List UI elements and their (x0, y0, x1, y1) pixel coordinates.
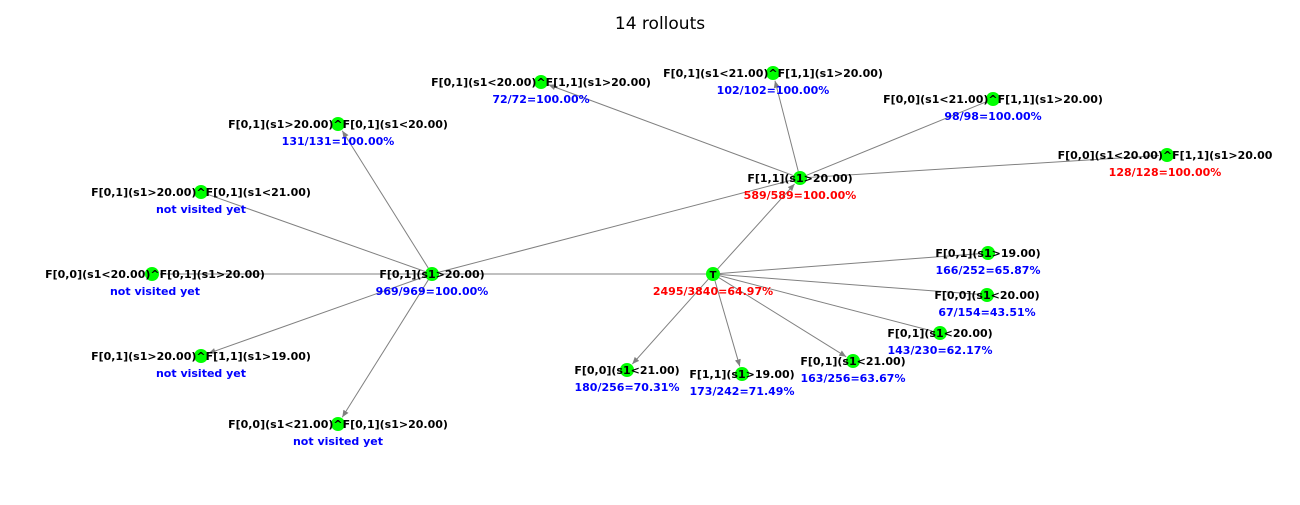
edge-n_f01_s1gt20-to-c_a (341, 130, 429, 269)
node-stat: not visited yet (156, 367, 246, 380)
node-label: F[0,0](s1<21.00)^F[1,1](s1>20.00) (883, 93, 1103, 106)
tree-node-n_f00_s1lt21: F[0,0](s1<21.00) 180/256=70.31% (574, 363, 680, 394)
tree-node-c_e: F[0,0](s1<21.00)^F[0,1](s1>20.00) not vis… (228, 417, 448, 448)
node-label: F[0,1](s1<20.00) (887, 327, 992, 340)
edge-n_f11_s1gt20-to-d_c (806, 101, 986, 176)
tree-node-c_b: F[0,1](s1>20.00)^F[0,1](s1<21.00) not vis… (91, 185, 311, 216)
edge-n_f11_s1gt20-to-d_b (773, 80, 799, 172)
node-label: F[0,0](s1<20.00)^F[1,1](s1>20.00 (1058, 149, 1273, 162)
node-label: F[0,0](s1<21.00) (574, 364, 679, 377)
tree-node-n_f01_s1lt21: F[0,1](s1<21.00) 163/256=63.67% (800, 354, 906, 385)
edge-n_f01_s1gt20-to-c_e (341, 279, 429, 418)
edge-n_f11_s1gt20-to-d_d (806, 155, 1160, 179)
node-stat: 166/252=65.87% (936, 264, 1041, 277)
node-marker (534, 75, 548, 89)
node-stat: not visited yet (156, 203, 246, 216)
node-label: F[0,1](s1<21.00) (800, 355, 905, 368)
node-stat: 969/969=100.00% (376, 285, 489, 298)
node-stat: 173/242=71.49% (690, 385, 795, 398)
node-label: F[0,1](s1>20.00) (379, 268, 484, 281)
edge-n_f01_s1gt20-to-c_b (208, 194, 426, 273)
node-stat: 143/230=62.17% (888, 344, 993, 357)
tree-node-d_a: F[0,1](s1<20.00)^F[1,1](s1>20.00) 72/72=1… (431, 75, 651, 106)
tree-node-n_f11_s1gt20: F[1,1](s1>20.00) 589/589=100.00% (744, 171, 857, 202)
node-marker (706, 267, 720, 281)
node-marker (331, 417, 345, 431)
tree-node-d_b: F[0,1](s1<21.00)^F[1,1](s1>20.00) 102/102… (663, 66, 883, 97)
tree-node-root: T 2495/3840=64.97% (653, 267, 773, 298)
edge-root-to-n_f11_s1gt20 (717, 183, 795, 270)
node-label: F[0,0](s1<21.00)^F[0,1](s1>20.00) (228, 418, 448, 431)
edges-layer (160, 80, 1160, 418)
node-stat: 102/102=100.00% (717, 84, 830, 97)
node-marker (620, 363, 634, 377)
node-stat: 72/72=100.00% (492, 93, 589, 106)
tree-node-n_f01_s1gt19: F[0,1](s1>19.00) 166/252=65.87% (935, 246, 1041, 277)
tree-node-d_d: F[0,0](s1<20.00)^F[1,1](s1>20.00 128/128=… (1058, 148, 1273, 179)
edge-root-to-n_f11_s1gt19 (714, 280, 741, 367)
diagram-title: 14 rollouts (615, 14, 705, 34)
node-marker (735, 367, 749, 381)
node-glyph: T (710, 270, 717, 281)
node-marker (425, 267, 439, 281)
node-marker (766, 66, 780, 80)
node-marker (981, 246, 995, 260)
edge-n_f11_s1gt20-to-d_a (548, 84, 794, 177)
node-marker (145, 267, 159, 281)
edge-root-to-n_f01_s1lt21 (718, 277, 847, 358)
node-stat: 128/128=100.00% (1109, 166, 1222, 179)
node-label: F[0,0](s1<20.00) (934, 289, 1039, 302)
node-marker (793, 171, 807, 185)
node-label: F[0,1](s1>20.00)^F[0,1](s1<21.00) (91, 186, 311, 199)
tree-node-n_f00_s1lt20: F[0,0](s1<20.00) 67/154=43.51% (934, 288, 1040, 319)
nodes-layer: T 2495/3840=64.97% F[0,1](s1>20.00) 969/969… (45, 66, 1273, 448)
tree-node-n_f01_s1lt20: F[0,1](s1<20.00) 143/230=62.17% (887, 326, 993, 357)
node-label: F[0,1](s1<21.00)^F[1,1](s1>20.00) (663, 67, 883, 80)
tree-node-n_f01_s1gt20: F[0,1](s1>20.00) 969/969=100.00% (376, 267, 489, 298)
tree-node-c_d: F[0,1](s1>20.00)^F[1,1](s1>19.00) not vis… (91, 349, 311, 380)
node-stat: 67/154=43.51% (938, 306, 1035, 319)
node-stat: 98/98=100.00% (944, 110, 1041, 123)
node-label: F[0,1](s1>19.00) (935, 247, 1040, 260)
node-label: F[0,1](s1<20.00)^F[1,1](s1>20.00) (431, 76, 651, 89)
node-stat: 2495/3840=64.97% (653, 285, 773, 298)
tree-node-c_a: F[0,1](s1>20.00)^F[0,1](s1<20.00) 131/131… (228, 117, 448, 148)
node-label: F[1,1](s1>20.00) (747, 172, 852, 185)
edge-root-to-n_f01_s1gt19 (719, 253, 981, 274)
node-stat: 163/256=63.67% (801, 372, 906, 385)
node-stat: not visited yet (110, 285, 200, 298)
tree-node-c_c: F[0,0](s1<20.00)^F[0,1](s1>20.00) not vis… (45, 267, 265, 298)
edge-n_f01_s1gt20-to-n_f11_s1gt20 (438, 179, 793, 273)
node-label: F[0,0](s1<20.00)^F[0,1](s1>20.00) (45, 268, 265, 281)
edge-root-to-n_f00_s1lt21 (631, 278, 709, 365)
edge-n_f01_s1gt20-to-c_d (208, 275, 426, 354)
node-stat: 131/131=100.00% (282, 135, 395, 148)
node-marker (980, 288, 994, 302)
node-label: F[0,1](s1>20.00)^F[0,1](s1<20.00) (228, 118, 448, 131)
edge-root-to-n_f00_s1lt20 (719, 274, 980, 295)
node-stat: not visited yet (293, 435, 383, 448)
tree-node-d_c: F[0,0](s1<21.00)^F[1,1](s1>20.00) 98/98=1… (883, 92, 1103, 123)
node-marker (986, 92, 1000, 106)
node-marker (846, 354, 860, 368)
node-stat: 589/589=100.00% (744, 189, 857, 202)
node-marker (1160, 148, 1174, 162)
node-marker (331, 117, 345, 131)
edge-root-to-n_f01_s1lt20 (719, 275, 933, 332)
node-stat: 180/256=70.31% (575, 381, 680, 394)
tree-node-n_f11_s1gt19: F[1,1](s1>19.00) 173/242=71.49% (689, 367, 795, 398)
node-marker (933, 326, 947, 340)
node-marker (194, 185, 208, 199)
node-label: F[1,1](s1>19.00) (689, 368, 794, 381)
node-marker (194, 349, 208, 363)
node-label: F[0,1](s1>20.00)^F[1,1](s1>19.00) (91, 350, 311, 363)
